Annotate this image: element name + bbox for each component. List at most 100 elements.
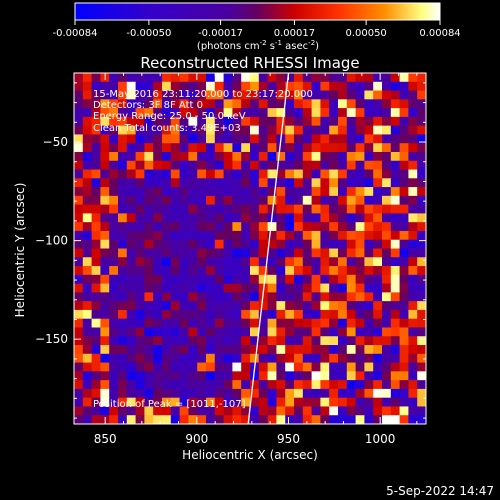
heatmap-cell — [197, 81, 207, 92]
heatmap-cell — [223, 274, 233, 285]
heatmap-cell — [144, 309, 154, 320]
heatmap-cell — [382, 178, 392, 188]
heatmap-cell — [390, 230, 401, 241]
heatmap-cell — [91, 230, 101, 241]
heatmap-cell — [74, 169, 84, 179]
heatmap-cell — [109, 406, 119, 416]
heatmap-cell — [258, 388, 269, 399]
heatmap-cell — [100, 125, 110, 135]
heatmap-cell — [232, 187, 242, 197]
heatmap-cell — [408, 222, 418, 232]
heatmap-cell — [267, 90, 277, 100]
heatmap-cell — [214, 257, 225, 267]
heatmap-cell — [223, 388, 233, 399]
heatmap-cell — [91, 327, 101, 337]
heatmap-cell — [126, 213, 137, 223]
heatmap-cell — [399, 195, 409, 206]
heatmap-cell — [399, 73, 409, 83]
heatmap-cell — [399, 204, 409, 214]
heatmap-cell — [258, 222, 269, 232]
heatmap-cell — [382, 204, 392, 214]
heatmap-cell — [267, 292, 277, 302]
heatmap-cell — [109, 195, 119, 206]
heatmap-cell — [285, 116, 295, 127]
heatmap-cell — [390, 222, 401, 232]
heatmap-cell — [329, 134, 339, 144]
heatmap-cell — [346, 309, 357, 320]
heatmap-cell — [241, 90, 251, 100]
heatmap-cell — [285, 362, 295, 372]
heatmap-cell — [311, 345, 321, 355]
heatmap-cell — [109, 292, 119, 302]
heatmap-cell — [390, 362, 401, 372]
heatmap-cell — [206, 345, 216, 355]
heatmap-cell — [126, 116, 137, 127]
colorbar-tick-label: -0.00050 — [126, 28, 171, 39]
heatmap-cell — [135, 380, 145, 390]
heatmap-cell — [223, 380, 233, 390]
heatmap-cell — [206, 327, 216, 337]
heatmap-cell — [162, 195, 172, 206]
heatmap-cell — [91, 169, 101, 179]
heatmap-cell — [373, 274, 383, 285]
heatmap-cell — [100, 406, 110, 416]
heatmap-cell — [417, 406, 426, 416]
heatmap-cell — [320, 397, 330, 407]
heatmap-cell — [188, 415, 198, 424]
heatmap-cell — [294, 213, 304, 223]
heatmap-cell — [320, 81, 330, 92]
heatmap-cell — [294, 239, 304, 249]
heatmap-cell — [267, 388, 277, 399]
heatmap-cell — [223, 169, 233, 179]
heatmap-cell — [258, 116, 269, 127]
heatmap-cell — [118, 336, 128, 346]
heatmap-cell — [197, 397, 207, 407]
heatmap-cell — [197, 178, 207, 188]
heatmap-cell — [118, 318, 128, 328]
heatmap-cell — [302, 204, 313, 214]
heatmap-cell — [82, 301, 93, 311]
heatmap-cell — [302, 169, 313, 179]
heatmap-cell — [100, 309, 110, 320]
heatmap-cell — [153, 90, 163, 100]
heatmap-cell — [162, 178, 172, 188]
heatmap-cell — [206, 169, 216, 179]
heatmap-cell — [206, 151, 216, 162]
heatmap-cell — [100, 380, 110, 390]
heatmap-cell — [109, 125, 119, 135]
heatmap-cell — [118, 204, 128, 214]
heatmap-cell — [223, 222, 233, 232]
heatmap-cell — [126, 178, 137, 188]
heatmap-cell — [346, 230, 357, 241]
heatmap-cell — [390, 239, 401, 249]
heatmap-cell — [241, 353, 251, 364]
heatmap-cell — [390, 336, 401, 346]
heatmap-cell — [109, 301, 119, 311]
heatmap-cell — [74, 248, 84, 258]
heatmap-cell — [258, 292, 269, 302]
heatmap-cell — [373, 90, 383, 100]
heatmap-cell — [91, 178, 101, 188]
heatmap-cell — [109, 90, 119, 100]
heatmap-cell — [390, 397, 401, 407]
heatmap-cell — [126, 257, 137, 267]
heatmap-cell — [250, 309, 260, 320]
heatmap-cell — [135, 397, 145, 407]
heatmap-cell — [188, 380, 198, 390]
heatmap-cell — [135, 309, 145, 320]
heatmap-cell — [197, 345, 207, 355]
heatmap-cell — [294, 108, 304, 118]
heatmap-cell — [118, 301, 128, 311]
heatmap-cell — [197, 195, 207, 206]
heatmap-cell — [250, 292, 260, 302]
heatmap-cell — [399, 143, 409, 153]
heatmap-cell — [188, 116, 198, 127]
heatmap-cell — [250, 134, 260, 144]
heatmap-cell — [82, 239, 93, 249]
heatmap-cell — [188, 406, 198, 416]
heatmap-cell — [302, 362, 313, 372]
heatmap-cell — [126, 239, 137, 249]
heatmap-cell — [232, 134, 242, 144]
heatmap-cell — [135, 73, 145, 83]
heatmap-cell — [390, 160, 401, 171]
